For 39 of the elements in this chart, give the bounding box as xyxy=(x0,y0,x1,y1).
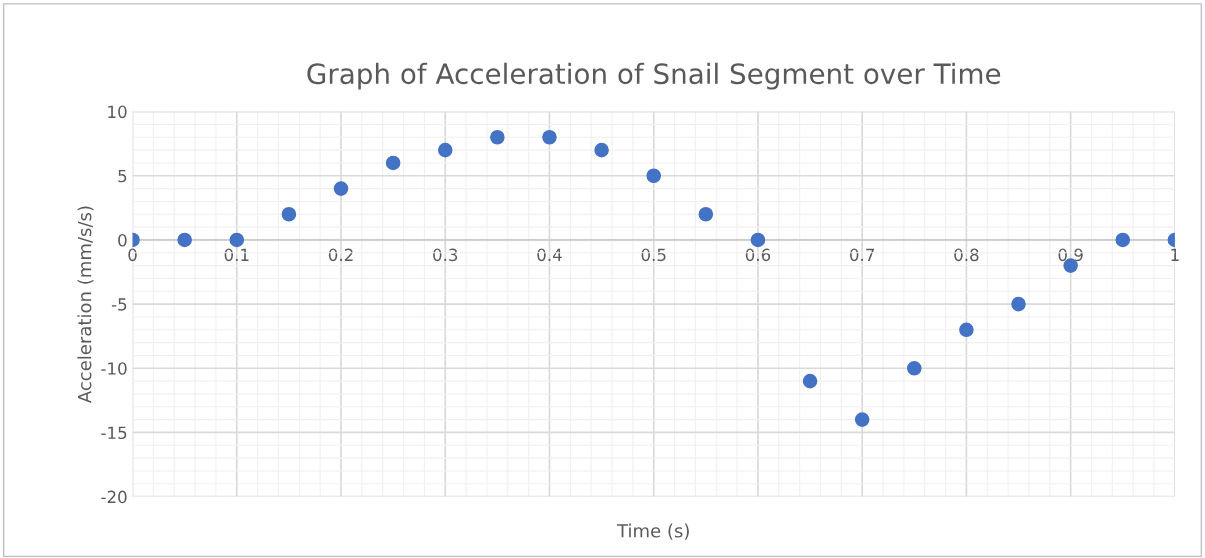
x-tick-label: 0.3 xyxy=(433,248,458,262)
y-tick-label: 5 xyxy=(118,169,127,183)
point xyxy=(281,206,297,222)
y-tick-label: -5 xyxy=(111,298,127,311)
point xyxy=(229,232,245,248)
x-tick-label: 0 xyxy=(128,248,137,262)
point xyxy=(594,142,609,158)
y-tick-label: -10 xyxy=(101,362,127,375)
y-tick-label: -15 xyxy=(101,426,127,440)
point xyxy=(959,322,974,338)
point xyxy=(802,373,818,389)
x-tick-label: 0.5 xyxy=(641,248,666,262)
x-tick-label: 0.8 xyxy=(954,248,979,262)
x-tick-label: 0.4 xyxy=(537,248,562,262)
point xyxy=(750,232,766,248)
point xyxy=(1115,232,1131,248)
y-axis-title: Acceleration (mm/s/s) xyxy=(77,206,94,404)
y-tick-label: -20 xyxy=(101,490,127,504)
point xyxy=(1011,296,1026,312)
point xyxy=(698,206,714,222)
y-tick-label: 10 xyxy=(108,105,127,119)
point xyxy=(385,155,401,171)
chart-title: Graph of Acceleration of Snail Segment over Time xyxy=(307,62,1001,90)
x-tick-label: 0.9 xyxy=(1058,248,1083,262)
x-tick-label: 0.7 xyxy=(850,248,875,262)
x-tick-label: 0.6 xyxy=(745,248,771,262)
point xyxy=(542,129,557,145)
point xyxy=(333,181,349,196)
x-tick-label: 1 xyxy=(1171,248,1179,261)
point xyxy=(907,360,922,376)
point xyxy=(854,412,870,427)
x-tick-label: 0.2 xyxy=(328,248,353,262)
point xyxy=(490,129,505,145)
x-axis-title: Time (s) xyxy=(616,523,689,540)
point xyxy=(646,168,661,184)
y-tick-label: 0 xyxy=(118,233,127,247)
point xyxy=(437,142,453,158)
point xyxy=(177,232,192,248)
x-tick-label: 0.1 xyxy=(224,248,249,262)
